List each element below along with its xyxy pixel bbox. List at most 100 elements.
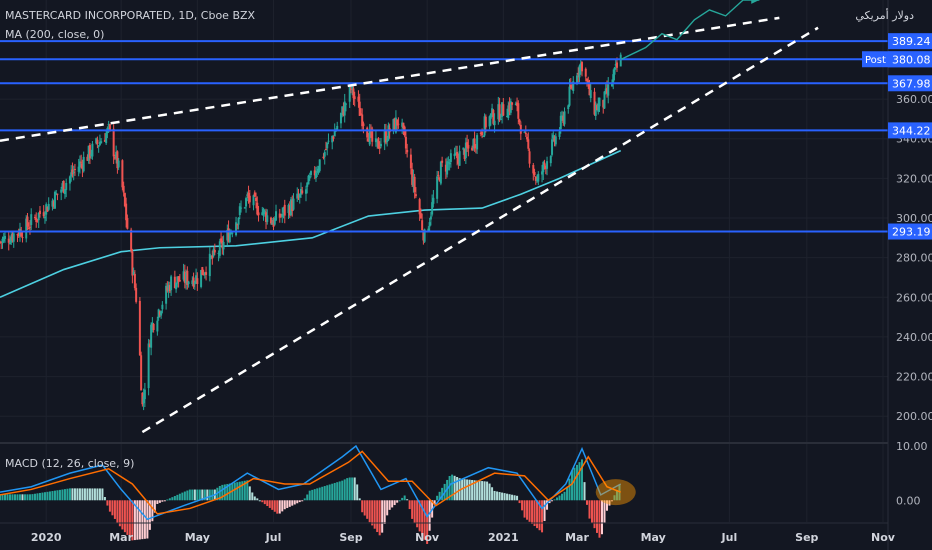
candle-body <box>28 226 31 228</box>
candle-body <box>192 277 195 287</box>
macd-histogram-bar <box>518 500 521 504</box>
macd-histogram-bar <box>546 500 549 510</box>
candle-body <box>517 103 520 119</box>
candle-body <box>610 82 613 87</box>
candle-body <box>543 162 546 165</box>
candle-body <box>366 127 369 138</box>
macd-legend[interactable]: MACD (12, 26, close, 9) <box>5 457 135 470</box>
candle-body <box>594 105 597 116</box>
macd-histogram-bar <box>171 497 174 501</box>
macd-histogram-bar <box>286 500 289 509</box>
candle-body <box>176 276 179 284</box>
candle-body <box>432 197 435 204</box>
candle-body <box>488 116 491 127</box>
macd-histogram-bar <box>408 500 411 510</box>
projection-path[interactable] <box>620 0 760 61</box>
macd-histogram-bar <box>166 499 169 501</box>
candle-body <box>142 396 145 404</box>
ma-legend[interactable]: MA (200, close, 0) <box>5 28 105 41</box>
candle-body <box>509 101 512 113</box>
macd-histogram-bar <box>48 491 51 501</box>
macd-histogram-bar <box>88 488 91 501</box>
x-tick-label: Jul <box>265 531 282 544</box>
candle-body <box>68 176 71 184</box>
candle-body <box>357 96 360 102</box>
candle-body <box>612 74 615 83</box>
macd-histogram-bar <box>258 500 261 502</box>
macd-histogram-bar <box>528 500 531 522</box>
macd-histogram-bar <box>501 492 504 501</box>
candle-body <box>150 324 153 348</box>
candle-body <box>377 137 380 149</box>
macd-histogram-bar <box>68 488 71 501</box>
candle-body <box>615 62 618 68</box>
macd-histogram-bar <box>433 500 436 505</box>
candle-body <box>342 107 345 116</box>
candle-body <box>326 142 329 149</box>
candle-body <box>479 132 482 135</box>
candle-body <box>103 139 106 142</box>
macd-histogram-bar <box>8 494 11 501</box>
macd-histogram-bar <box>58 489 61 501</box>
trendline[interactable] <box>0 16 780 142</box>
macd-histogram-bar <box>266 500 269 507</box>
candle-body <box>419 213 422 219</box>
macd-histogram-bar <box>610 500 613 502</box>
candle-body <box>474 146 477 148</box>
macd-histogram-bar <box>18 494 21 501</box>
horizontal-levels[interactable] <box>0 40 888 233</box>
candle-body <box>2 236 5 242</box>
candle-body <box>453 153 456 157</box>
candle-body <box>404 136 407 149</box>
projection-line[interactable] <box>620 0 760 61</box>
x-tick-label: 2021 <box>488 531 519 544</box>
macd-histogram-bar <box>600 500 603 535</box>
ma-200-line[interactable] <box>0 149 622 299</box>
macd-histogram-bar <box>126 500 129 535</box>
macd-histogram-bar <box>118 500 121 527</box>
macd-histogram-bar <box>121 500 124 530</box>
candle-body <box>383 131 386 143</box>
x-tick-label: Nov <box>415 531 440 544</box>
candle-body <box>11 234 14 241</box>
candle-body <box>341 106 344 113</box>
macd-histogram-bar <box>71 488 74 501</box>
candle-body <box>438 177 441 182</box>
y-tick-label: 360.00 <box>896 93 932 106</box>
symbol-title[interactable]: MASTERCARD INCORPORATED, 1D, Cboe BZX <box>5 9 256 22</box>
candle-body <box>37 212 40 221</box>
candle-body <box>246 194 249 196</box>
macd-histogram-bar <box>308 490 311 501</box>
macd-histogram-bar <box>156 500 159 504</box>
macd-histogram-bar <box>586 500 589 505</box>
candle-body <box>588 82 591 96</box>
candle-body <box>613 67 616 75</box>
highlight-ellipse[interactable] <box>595 479 636 506</box>
macd-histogram-bar <box>206 489 209 501</box>
trendline[interactable] <box>141 26 819 434</box>
candle-body <box>358 101 361 116</box>
macd-histogram-bar <box>211 489 214 501</box>
macd-histogram-bar <box>181 492 184 501</box>
candle-body <box>165 285 168 304</box>
macd-line[interactable] <box>0 444 622 521</box>
candle-body <box>449 153 452 163</box>
candle-body <box>201 267 204 275</box>
candle-body <box>60 189 63 193</box>
candle-body <box>471 147 474 151</box>
candle-body <box>602 100 605 108</box>
candle-body <box>523 131 526 133</box>
candle-body <box>187 281 190 285</box>
candle-body <box>427 228 430 232</box>
candle-body <box>437 174 440 176</box>
candle-body <box>135 287 138 302</box>
candle-body <box>43 216 46 219</box>
candle-body <box>12 233 15 242</box>
candle-body <box>323 151 326 157</box>
candle-body <box>42 212 45 217</box>
trendlines[interactable] <box>0 16 819 434</box>
signal-line[interactable] <box>0 450 622 515</box>
candle-body <box>514 103 517 106</box>
macd-histogram-bar <box>218 486 221 501</box>
candle-body <box>568 86 571 106</box>
